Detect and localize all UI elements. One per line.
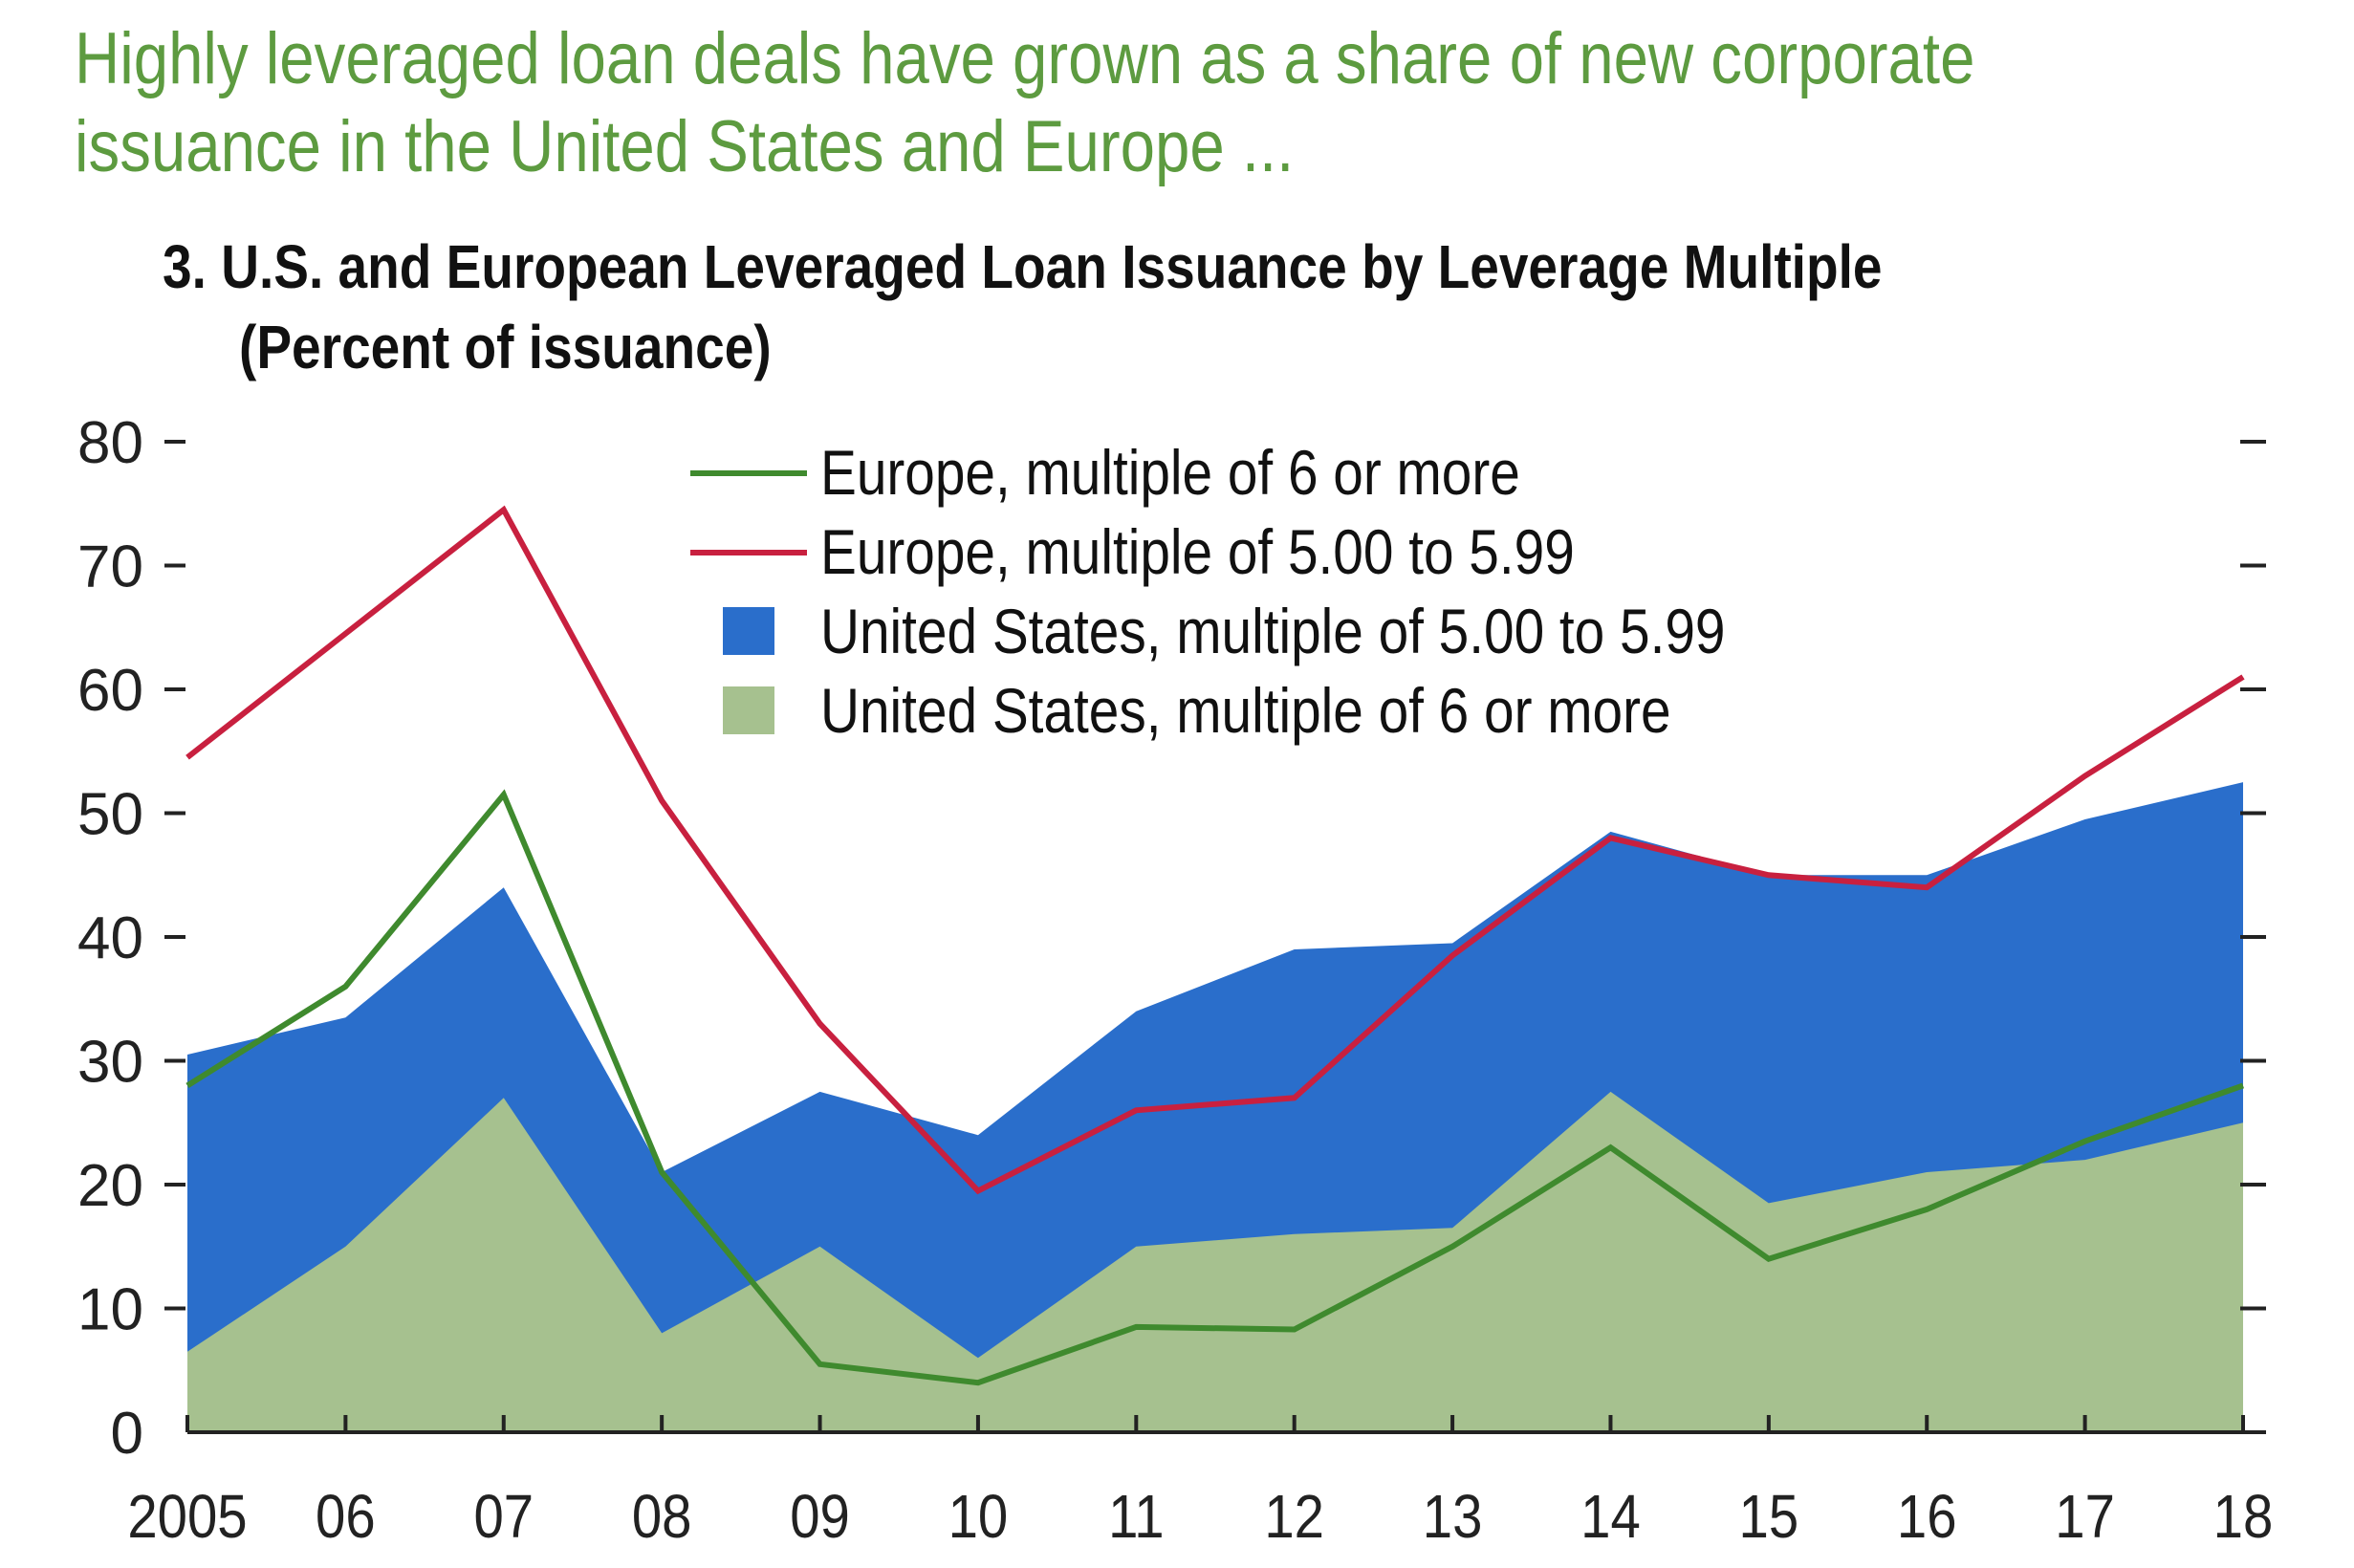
x-tick-label: 12 — [1264, 1482, 1324, 1551]
area-series-2 — [187, 1091, 2243, 1432]
legend-item: Europe, multiple of 5.00 to 5.99 — [690, 517, 1575, 588]
y-tick-label: 20 — [77, 1153, 143, 1219]
x-tick-label: 16 — [1897, 1482, 1957, 1551]
legend-label: Europe, multiple of 6 or more — [820, 438, 1520, 509]
x-tick-label: 06 — [316, 1482, 376, 1551]
legend-item: United States, multiple of 6 or more — [723, 676, 1671, 747]
y-tick-label: 80 — [77, 410, 143, 476]
x-tick-label: 14 — [1580, 1482, 1641, 1551]
legend-swatch-box — [723, 686, 774, 734]
y-tick-label: 10 — [77, 1277, 143, 1343]
legend-item: United States, multiple of 5.00 to 5.99 — [723, 597, 1725, 667]
x-tick-label: 18 — [2213, 1482, 2274, 1551]
x-tick-label: 08 — [632, 1482, 692, 1551]
y-tick-label: 60 — [77, 658, 143, 724]
legend-label: United States, multiple of 5.00 to 5.99 — [820, 597, 1725, 667]
line-series-2 — [185, 505, 2245, 1195]
legend-item: Europe, multiple of 6 or more — [690, 438, 1520, 509]
y-tick-label: 50 — [77, 782, 143, 848]
x-tick-label: 09 — [790, 1482, 850, 1551]
x-tick-label: 15 — [1739, 1482, 1799, 1551]
line-series-1 — [185, 789, 2244, 1386]
lines-layer — [185, 505, 2245, 1386]
chart-subtitle: (Percent of issuance) — [239, 313, 772, 381]
y-tick-label: 0 — [111, 1401, 143, 1467]
chart-title: 3. U.S. and European Leveraged Loan Issu… — [163, 232, 1883, 301]
x-tick-label: 17 — [2055, 1482, 2115, 1551]
y-tick-label: 40 — [77, 905, 143, 971]
x-tick-label: 07 — [473, 1482, 534, 1551]
y-tick-label: 30 — [77, 1030, 143, 1096]
x-tick-label: 11 — [1108, 1482, 1164, 1551]
x-tick-label: 2005 — [127, 1482, 247, 1551]
x-tick-label: 10 — [948, 1482, 1009, 1551]
y-tick-label: 70 — [77, 534, 143, 600]
legend-label: Europe, multiple of 5.00 to 5.99 — [820, 517, 1575, 588]
areas-layer — [187, 782, 2243, 1432]
axes-layer: 2005 06 07 08 09 10 11 12 13 14 15 16 17 18 0 10 20 30 40 5… — [77, 410, 2273, 1551]
chart-headline: Highly leveraged loan deals have grown a… — [75, 18, 1975, 187]
legend-swatch-box — [723, 607, 774, 655]
x-tick-label: 13 — [1423, 1482, 1483, 1551]
legend-label: United States, multiple of 6 or more — [820, 676, 1671, 747]
chart-legend: Europe, multiple of 6 or more Europe, mul… — [690, 438, 1725, 747]
